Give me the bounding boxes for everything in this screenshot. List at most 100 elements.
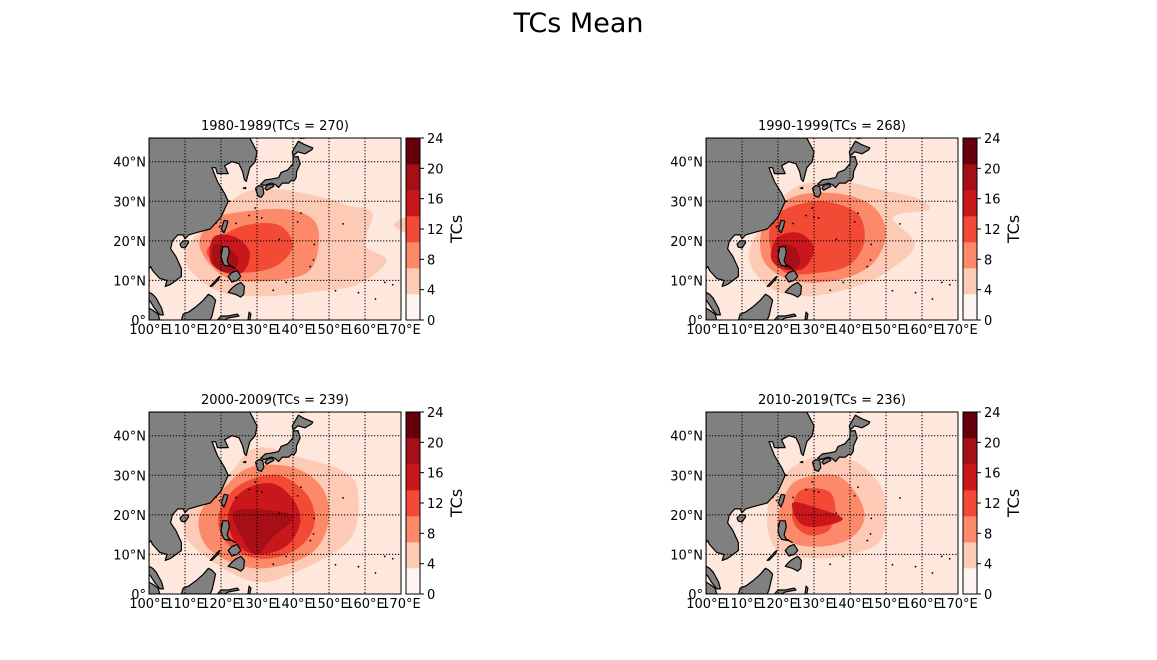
island [218, 499, 221, 502]
lat-tick-label: 10°N [113, 548, 146, 563]
luzon [777, 246, 793, 270]
panel-title: 1980-1989(TCs = 270) [201, 119, 349, 134]
jeju [242, 460, 247, 464]
colorbar-swatch [406, 412, 420, 439]
island [313, 517, 316, 520]
colorbar-swatch [406, 216, 420, 243]
mindanao [784, 281, 802, 298]
colorbar-tick-label: 0 [984, 588, 992, 603]
mindanao [784, 555, 802, 572]
island [260, 491, 263, 493]
colorbar-swatch [963, 568, 977, 595]
lat-tick-label: 10°N [113, 274, 146, 289]
colorbar-tick-label: 20 [427, 162, 444, 177]
taiwan [777, 493, 786, 508]
island [785, 200, 788, 203]
panel-title: 1990-1999(TCs = 268) [758, 119, 906, 134]
taiwan [777, 219, 786, 234]
lat-tick-label: 40°N [113, 430, 146, 445]
colorbar-swatch [963, 268, 977, 295]
island [220, 250, 223, 253]
honshu [260, 156, 301, 189]
colorbar-tick-label: 8 [984, 527, 992, 542]
honshu [260, 430, 301, 463]
lat-tick-label: 30°N [113, 469, 146, 484]
panel-title: 2010-2019(TCs = 236) [758, 393, 906, 408]
island [869, 258, 872, 261]
lat-tick-labels: 0° 10°N 20°N 30°N 40°N [113, 156, 146, 329]
island [817, 491, 820, 493]
taiwan [220, 219, 229, 234]
lat-tick-label: 0° [688, 314, 703, 329]
lat-tick-label: 10°N [670, 548, 703, 563]
island [835, 512, 838, 515]
hokkaido [291, 140, 314, 157]
colorbar-tick-label: 4 [984, 558, 992, 573]
lon-tick-label: 150°E [309, 323, 349, 338]
island [228, 474, 231, 477]
lon-tick-label: 110°E [165, 597, 205, 612]
colorbar-tick-label: 16 [427, 467, 444, 482]
island [374, 572, 377, 574]
colorbar-tick-label: 20 [427, 436, 444, 451]
borneo [737, 567, 774, 594]
colorbar-swatch [963, 164, 977, 191]
halmahera [804, 585, 809, 594]
map-frame [148, 411, 402, 595]
graticule [149, 138, 401, 320]
island [829, 563, 832, 566]
mindanao [227, 555, 245, 572]
island [948, 283, 951, 286]
lon-tick-label: 150°E [866, 323, 906, 338]
island [357, 291, 360, 294]
island [940, 281, 943, 284]
lat-tick-labels: 0° 10°N 20°N 30°N 40°N [670, 430, 703, 603]
colorbar-swatch [406, 164, 420, 191]
lat-tick-label: 30°N [670, 195, 703, 210]
lat-tick-labels: 0° 10°N 20°N 30°N 40°N [113, 430, 146, 603]
colorbar-tick-label: 20 [984, 436, 1001, 451]
lon-tick-label: 140°E [273, 323, 313, 338]
luzon [777, 520, 793, 544]
island [383, 281, 386, 284]
lon-tick-label: 170°E [938, 323, 978, 338]
island [891, 289, 894, 292]
lon-tick-label: 140°E [273, 597, 313, 612]
colorbar-tick-label: 0 [427, 588, 435, 603]
colorbar-tick-label: 8 [427, 527, 435, 542]
island [842, 281, 845, 284]
graticule [706, 138, 958, 320]
colorbar-label: TCs [447, 215, 466, 244]
colorbar-label: TCs [1004, 215, 1023, 244]
colorbar: 0 4 8 12 16 20 24 TCs [962, 132, 1023, 329]
colorbar-tick-label: 12 [984, 223, 1001, 238]
lat-tick-label: 30°N [113, 195, 146, 210]
island [278, 512, 281, 515]
island [857, 212, 859, 215]
island [940, 555, 943, 558]
lon-tick-label: 120°E [758, 597, 798, 612]
island [357, 565, 360, 568]
island [218, 225, 221, 228]
lat-tick-labels: 0° 10°N 20°N 30°N 40°N [670, 156, 703, 329]
panel-title: 2000-2009(TCs = 239) [201, 393, 349, 408]
colorbar-tick-label: 20 [984, 162, 1001, 177]
land-mask [706, 412, 951, 594]
island [914, 291, 917, 294]
island [772, 222, 774, 224]
lat-tick-label: 20°N [670, 509, 703, 524]
lon-tick-label: 150°E [866, 597, 906, 612]
colorbar-swatch [406, 138, 420, 165]
colorbar-tick-label: 12 [984, 497, 1001, 512]
colorbar-label: TCs [1004, 489, 1023, 518]
colorbar-swatch [963, 490, 977, 517]
borneo [180, 567, 217, 594]
island [870, 243, 873, 246]
island [296, 494, 299, 497]
lon-tick-label: 110°E [722, 597, 762, 612]
halmahera [804, 311, 809, 320]
island [254, 207, 257, 209]
colorbar-tick-label: 8 [984, 253, 992, 268]
